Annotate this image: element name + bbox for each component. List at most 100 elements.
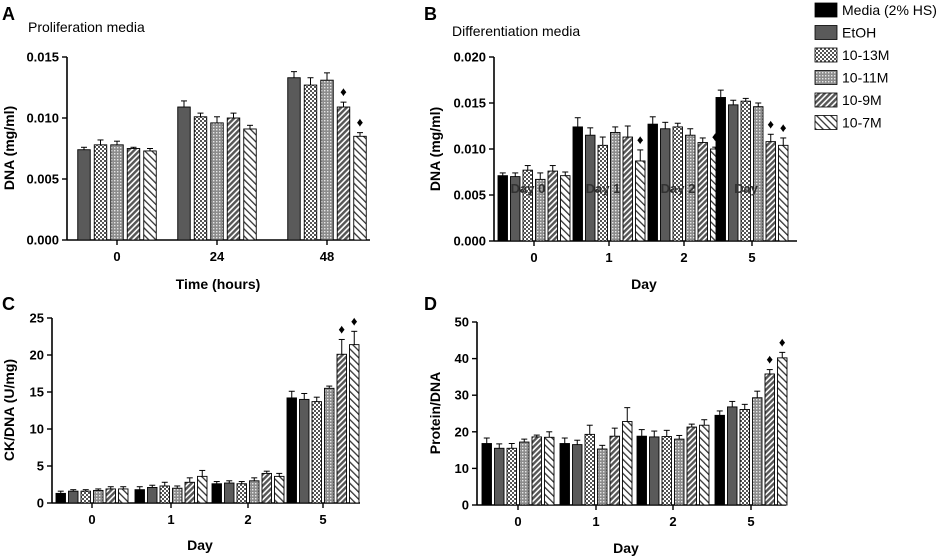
bar-d [727, 406, 738, 506]
x-tick-label-c: 5 [319, 512, 326, 527]
bar-b [778, 144, 789, 242]
legend-label: EtOH [842, 25, 876, 41]
bar-a [177, 106, 191, 241]
legend-item: 10-13M [814, 47, 889, 63]
bar-a [320, 79, 334, 241]
legend-label: 10-7M [842, 115, 882, 131]
bar-c [159, 485, 170, 504]
y-tick-label-c: 15 [30, 385, 44, 400]
legend-item: Media (2% HS) [814, 2, 937, 18]
legend-swatch [814, 25, 838, 40]
bar-a [193, 116, 208, 241]
bar-b [728, 104, 739, 242]
xlabel-b: Day [631, 276, 657, 292]
y-tick-label-a: 0.005 [26, 172, 59, 187]
legend-label: 10-11M [842, 70, 888, 86]
y-tick-label-a: 0.015 [26, 50, 59, 65]
bar-c [236, 483, 247, 504]
ylabel-a: DNA (mg/ml) [1, 106, 17, 190]
bar-d [506, 447, 517, 506]
chart-panel-d: 0 10 20 30 40 50 0 1 2 5 ♦ ♦ [455, 315, 788, 529]
bar-c [274, 475, 285, 504]
y-tick-label-d: 30 [455, 388, 469, 403]
x-tick-label-b: 5 [748, 250, 755, 265]
bar-c [93, 489, 104, 504]
legend-label: 10-9M [842, 92, 882, 108]
bar-c [197, 475, 208, 504]
bar-a [336, 106, 351, 241]
legend-swatch [814, 2, 838, 18]
y-tick-label-b: 0.010 [453, 142, 486, 157]
bar-d [531, 436, 542, 506]
bar-c [211, 483, 222, 504]
bar-b [497, 175, 508, 242]
bar-c [286, 397, 297, 504]
bar-d [649, 436, 660, 506]
y-tick-label-b: 0.020 [453, 50, 486, 65]
bar-b [715, 97, 726, 242]
x-tick-label-b: 2 [680, 250, 687, 265]
legend-label: Media (2% HS) [842, 2, 937, 18]
bar-c [336, 353, 347, 504]
bar-d [481, 443, 492, 506]
bar-d [686, 426, 697, 506]
significance-marker-c: ♦ [351, 313, 358, 328]
xlabel-d: Day [613, 540, 639, 556]
legend-item: 10-9M [814, 92, 882, 108]
y-tick-label-d: 0 [462, 498, 469, 513]
y-tick-label-c: 10 [30, 422, 44, 437]
y-tick-label-d: 50 [455, 315, 469, 330]
bar-c [172, 487, 183, 504]
bar-d [714, 414, 725, 506]
legend-swatch [814, 70, 838, 85]
bar-c [55, 492, 66, 504]
bar-a [110, 144, 124, 241]
y-tick-label-b: 0.005 [453, 188, 486, 203]
bar-d [764, 373, 775, 506]
x-tick-label-b: 0 [530, 250, 537, 265]
bar-a [210, 122, 224, 241]
bar-a [126, 148, 141, 241]
x-tick-label-a: 0 [113, 249, 120, 264]
y-tick-label-a: 0.000 [26, 233, 59, 248]
bar-c [105, 488, 116, 504]
bar-a [353, 135, 367, 241]
bar-c [184, 481, 195, 504]
y-tick-label-c: 0 [37, 496, 44, 511]
bar-b [753, 106, 764, 242]
y-tick-label-d: 10 [455, 461, 469, 476]
bar-a [243, 128, 257, 241]
x-tick-label-d: 0 [514, 514, 521, 529]
significance-marker-b: ♦ [712, 129, 719, 144]
xlabel-a: Time (hours) [176, 276, 261, 292]
legend-item: 10-7M [814, 115, 882, 131]
chart-panel-a: 0.000 0.005 0.010 0.015 0 24 48 ♦ ♦ [26, 50, 370, 264]
y-tick-label-b: 0.015 [453, 96, 486, 111]
bar-a [226, 117, 241, 241]
bar-b [740, 100, 751, 242]
bar-d [584, 433, 595, 506]
x-tick-label-d: 5 [747, 514, 754, 529]
bar-c [349, 344, 360, 504]
bar-c [118, 488, 129, 504]
panel-label-b: B [424, 4, 437, 24]
bar-a [303, 84, 318, 241]
bar-d [622, 421, 633, 506]
x-tick-label-d: 2 [669, 514, 676, 529]
subtitle-b: Differentiation media [452, 23, 580, 39]
bar-d [777, 357, 788, 506]
panel-label-d: D [424, 294, 437, 314]
overlay-label-b: Day 1 [586, 181, 621, 196]
overlay-label-b: Day 0 [511, 181, 546, 196]
bar-d [572, 444, 583, 506]
y-tick-label-d: 20 [455, 424, 469, 439]
bar-a [77, 149, 91, 241]
bar-d [494, 447, 505, 506]
legend-swatch [814, 115, 838, 130]
bar-c [80, 490, 91, 504]
significance-marker-d: ♦ [766, 352, 773, 367]
bar-d [519, 441, 530, 506]
bar-b [697, 142, 708, 242]
